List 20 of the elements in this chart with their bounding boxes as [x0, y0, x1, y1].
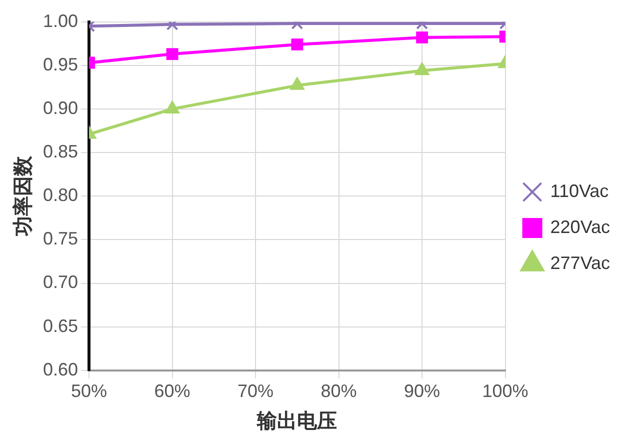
- legend-label: 110Vac: [550, 180, 609, 201]
- y-tick-label: 0.80: [42, 185, 78, 206]
- x-axis-title: 输出电压: [256, 410, 338, 433]
- y-tick-label: 1.00: [42, 10, 78, 31]
- x-tick-label: 60%: [154, 381, 190, 402]
- y-axis-title: 功率因数: [12, 155, 35, 238]
- y-tick-label: 0.95: [42, 54, 78, 74]
- x-tick-label: 70%: [238, 381, 274, 402]
- y-tick-label: 0.75: [42, 228, 78, 249]
- y-tick-label: 0.85: [42, 141, 78, 162]
- legend-label: 220Vac: [550, 216, 610, 237]
- x-tick-label: 50%: [71, 381, 108, 402]
- y-tick-label: 0.65: [42, 316, 78, 336]
- x-tick-label: 90%: [404, 381, 440, 402]
- y-tick-label: 0.60: [42, 359, 78, 380]
- y-tick-label: 0.90: [42, 98, 78, 118]
- x-tick-label: 100%: [482, 381, 528, 402]
- x-tick-label: 80%: [320, 381, 357, 402]
- legend-label: 277Vac: [550, 252, 610, 273]
- y-tick-label: 0.70: [42, 272, 78, 292]
